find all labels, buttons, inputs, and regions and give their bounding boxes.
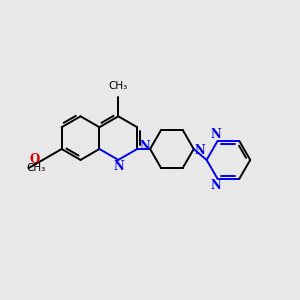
Text: N: N xyxy=(139,140,150,152)
Text: CH₃: CH₃ xyxy=(109,81,128,91)
Text: N: N xyxy=(113,160,124,173)
Text: N: N xyxy=(210,128,221,141)
Text: CH₃: CH₃ xyxy=(27,163,46,173)
Text: N: N xyxy=(194,145,205,158)
Text: O: O xyxy=(30,153,40,167)
Text: N: N xyxy=(210,179,221,192)
